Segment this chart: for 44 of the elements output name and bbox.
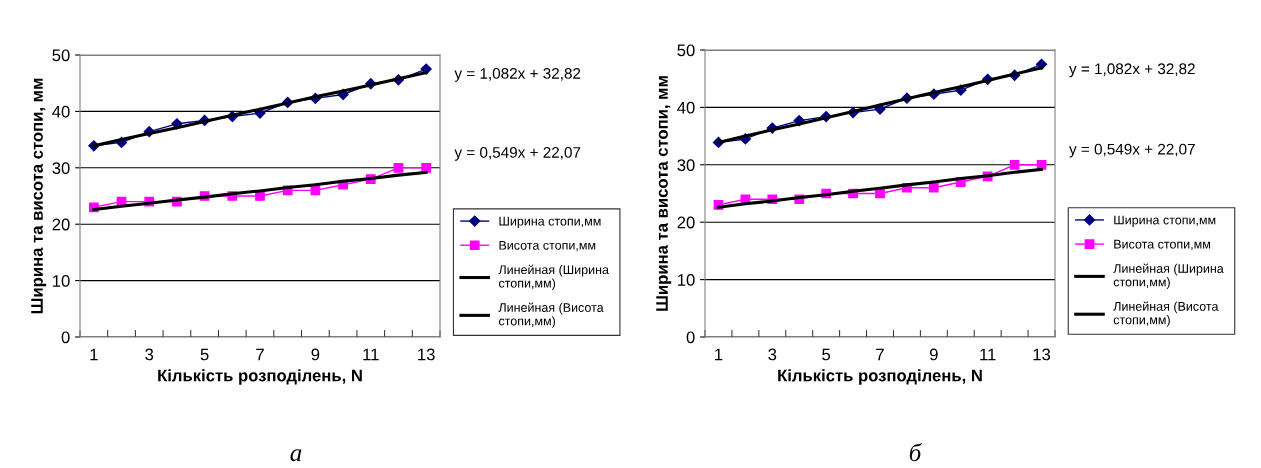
x-tick-label: 7: [256, 348, 264, 361]
y-axis-title: Ширина та висота стопи, мм: [656, 76, 672, 311]
x-axis-title: Кількість розподілень, N: [158, 369, 362, 385]
text: а: [290, 449, 302, 462]
text: y = 1,082x + 32,82: [454, 68, 581, 82]
x-tick-label: 3: [768, 348, 777, 361]
y-tick-label: 0: [61, 331, 70, 344]
legend-label: Линейная (Висота стопи,мм): [1113, 301, 1219, 327]
text: б: [909, 443, 922, 462]
y-tick-label: 40: [52, 105, 70, 118]
y-tick-label: 10: [53, 275, 70, 287]
x-tick-label: 5: [822, 348, 831, 361]
y-tick-label: 50: [677, 44, 695, 57]
y-tick-label: 10: [678, 274, 695, 286]
text: y = 0,549x + 22,07: [454, 146, 581, 161]
x-tick-label: 3: [145, 348, 154, 361]
x-tick-label: 11: [363, 348, 379, 361]
legend-label: Ширина стопи,мм: [499, 216, 601, 229]
x-tick-label: 5: [200, 348, 209, 361]
legend-label: Ширина стопи,мм: [1114, 215, 1216, 227]
x-tick-label: 13: [1033, 348, 1051, 361]
legend-label: Висота стопи,мм: [499, 241, 596, 252]
y-tick-label: 30: [52, 162, 70, 174]
legend-label: Висота стопи,мм: [1114, 239, 1210, 251]
text: y = 0,549x + 22,07: [1069, 143, 1195, 158]
y-tick-label: 20: [52, 218, 70, 231]
x-tick-label: 1: [715, 348, 723, 361]
y-tick-label: 20: [677, 216, 695, 229]
x-tick-label: 7: [876, 348, 884, 361]
y-tick-label: 40: [677, 101, 695, 114]
legend-label: Линейная (Висота стопи,мм): [498, 302, 604, 328]
legend-label: Линейная (Ширина стопи,мм): [498, 264, 609, 291]
y-tick-label: 50: [52, 49, 70, 62]
x-tick-label: 1: [90, 348, 98, 361]
y-tick-label: 30: [677, 159, 695, 171]
x-tick-label: 13: [418, 348, 435, 361]
x-tick-label: 9: [311, 348, 320, 361]
legend-label: Линейная (Ширина стопи,мм): [1113, 263, 1224, 289]
y-tick-label: 0: [686, 331, 695, 344]
text: y = 1,082x + 32,82: [1069, 63, 1195, 78]
y-axis-title: Ширина та висота стопи, мм: [31, 78, 47, 314]
x-tick-label: 11: [980, 348, 996, 361]
x-tick-label: 9: [929, 348, 938, 361]
x-axis-title: Кількість розподілень, N: [778, 369, 982, 385]
